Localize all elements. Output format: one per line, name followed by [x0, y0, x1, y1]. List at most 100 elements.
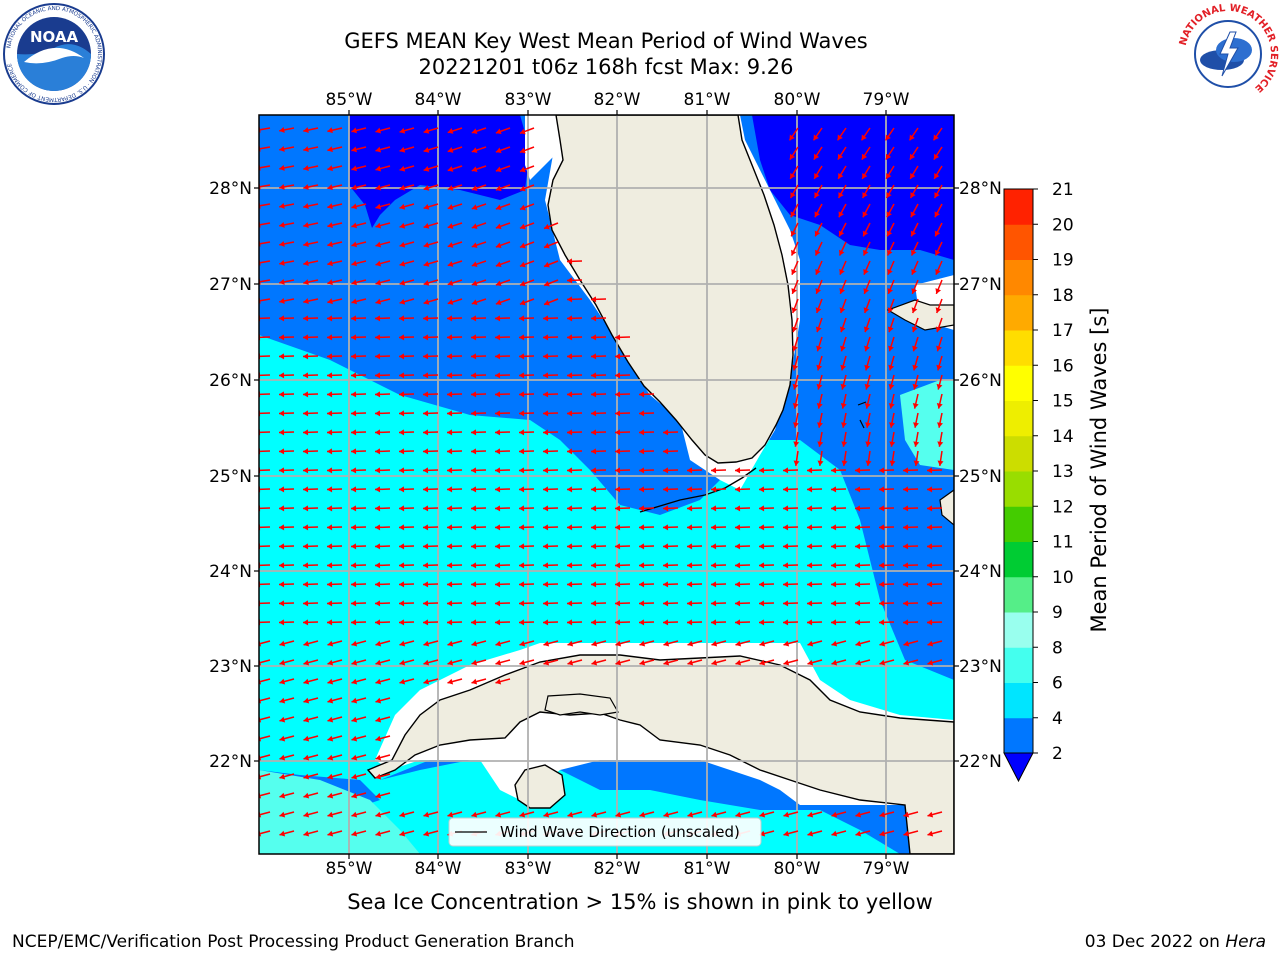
footer-date-text: 03 Dec 2022 on — [1084, 932, 1220, 952]
wave-direction-arrow — [259, 564, 271, 567]
wave-direction-arrowhead — [591, 372, 597, 379]
wave-direction-arrowhead — [279, 619, 285, 626]
wave-direction-arrowhead — [447, 619, 453, 626]
wave-direction-arrowhead — [495, 128, 502, 135]
colorbar-segment — [1004, 576, 1033, 613]
wave-direction-arrowhead — [351, 372, 357, 379]
wave-direction-arrowhead — [790, 211, 796, 218]
wave-direction-arrowhead — [567, 505, 573, 512]
wave-direction-arrowhead — [399, 448, 405, 455]
wave-direction-arrowhead — [831, 659, 838, 666]
wave-direction-arrowhead — [303, 697, 310, 704]
wave-direction-arrowhead — [543, 410, 549, 417]
wave-direction-arrowhead — [863, 307, 870, 314]
wave-direction-arrowhead — [327, 429, 333, 436]
wave-direction-arrowhead — [351, 678, 358, 685]
wave-direction-arrowhead — [519, 242, 526, 249]
wave-direction-arrowhead — [615, 581, 621, 588]
colorbar-segment — [1004, 330, 1033, 366]
lon-label-top: 83°W — [505, 90, 552, 110]
wave-direction-arrowhead — [912, 403, 919, 409]
wave-direction-arrowhead — [567, 562, 573, 569]
wave-direction-arrowhead — [279, 830, 286, 837]
wave-direction-arrowhead — [279, 297, 285, 304]
wave-direction-arrowhead — [303, 678, 310, 685]
wave-direction-arrowhead — [303, 524, 309, 531]
wave-direction-arrowhead — [936, 364, 943, 371]
wave-direction-arrow — [259, 469, 271, 472]
wave-direction-arrowhead — [327, 811, 334, 818]
wave-direction-arrowhead — [759, 659, 766, 666]
wave-direction-arrowhead — [879, 543, 885, 550]
wave-direction-arrowhead — [840, 383, 847, 390]
wave-direction-arrowhead — [423, 429, 429, 436]
lat-label-left: 25°N — [209, 467, 252, 487]
wave-direction-arrowhead — [886, 230, 893, 237]
wave-direction-arrowhead — [927, 543, 933, 550]
wind-wave-arrows — [259, 126, 944, 837]
wave-direction-arrowhead — [934, 211, 940, 218]
wave-direction-arrowhead — [399, 372, 405, 379]
wave-direction-arrowhead — [567, 372, 573, 379]
wave-direction-arrow — [259, 355, 271, 358]
wave-direction-arrowhead — [789, 134, 795, 141]
wave-direction-arrowhead — [399, 279, 406, 286]
wave-direction-arrowhead — [687, 619, 693, 626]
colorbar-tick-label: 12 — [1052, 497, 1074, 517]
wave-direction-arrowhead — [351, 697, 358, 704]
colorbar-segment — [1004, 541, 1033, 578]
lon-label-bottom: 83°W — [505, 859, 552, 879]
wave-direction-arrowhead — [375, 792, 382, 799]
wave-direction-arrowhead — [887, 307, 894, 314]
wave-direction-arrowhead — [937, 460, 944, 466]
wave-direction-arrowhead — [375, 581, 381, 588]
wave-direction-arrowhead — [793, 441, 800, 447]
wave-direction-arrowhead — [279, 391, 285, 398]
wave-direction-arrowhead — [471, 334, 477, 341]
wave-direction-arrowhead — [351, 659, 358, 666]
lon-label-top: 81°W — [684, 90, 731, 110]
wave-direction-arrowhead — [910, 211, 916, 218]
wave-direction-arrow — [259, 602, 271, 605]
wave-direction-arrowhead — [879, 619, 885, 626]
wave-direction-arrowhead — [567, 486, 573, 493]
wave-direction-arrowhead — [807, 659, 814, 666]
wave-direction-arrowhead — [303, 830, 310, 837]
wave-direction-arrowhead — [567, 391, 573, 398]
wave-direction-arrow — [259, 241, 271, 245]
wave-direction-arrow — [259, 792, 271, 797]
lon-label-top: 85°W — [326, 90, 373, 110]
wave-direction-arrowhead — [471, 524, 477, 531]
wave-direction-arrowhead — [887, 268, 893, 275]
wave-direction-arrowhead — [423, 811, 430, 818]
wave-direction-arrowhead — [543, 562, 549, 569]
wave-direction-arrowhead — [789, 153, 796, 160]
wave-direction-arrowhead — [399, 543, 405, 550]
wave-direction-arrowhead — [303, 146, 309, 153]
wave-direction-arrowhead — [615, 811, 622, 818]
wave-direction-arrowhead — [375, 222, 382, 229]
wave-direction-arrowhead — [807, 811, 814, 818]
wave-direction-arrowhead — [375, 279, 382, 286]
wave-direction-arrow — [259, 184, 271, 188]
wave-direction-arrowhead — [375, 562, 381, 569]
grid-lines — [259, 115, 954, 854]
wave-direction-arrowhead — [447, 543, 453, 550]
wave-direction-arrowhead — [687, 600, 693, 607]
wave-direction-arrow — [259, 146, 271, 150]
wave-direction-arrowhead — [495, 467, 501, 474]
wave-direction-arrowhead — [399, 334, 405, 341]
wave-direction-arrowhead — [447, 334, 453, 341]
wave-direction-arrowhead — [783, 505, 789, 512]
wave-direction-arrowhead — [567, 524, 573, 531]
wave-direction-arrowhead — [375, 619, 381, 626]
wave-direction-arrowhead — [471, 280, 478, 287]
wave-direction-arrowhead — [495, 505, 501, 512]
wave-direction-arrowhead — [687, 581, 693, 588]
wave-direction-arrowhead — [544, 280, 550, 287]
lat-label-right: 22°N — [959, 752, 1002, 772]
wave-direction-arrowhead — [864, 403, 871, 409]
wave-direction-arrowhead — [351, 146, 358, 153]
wave-direction-arrowhead — [759, 467, 765, 474]
wave-direction-arrowhead — [711, 562, 717, 569]
